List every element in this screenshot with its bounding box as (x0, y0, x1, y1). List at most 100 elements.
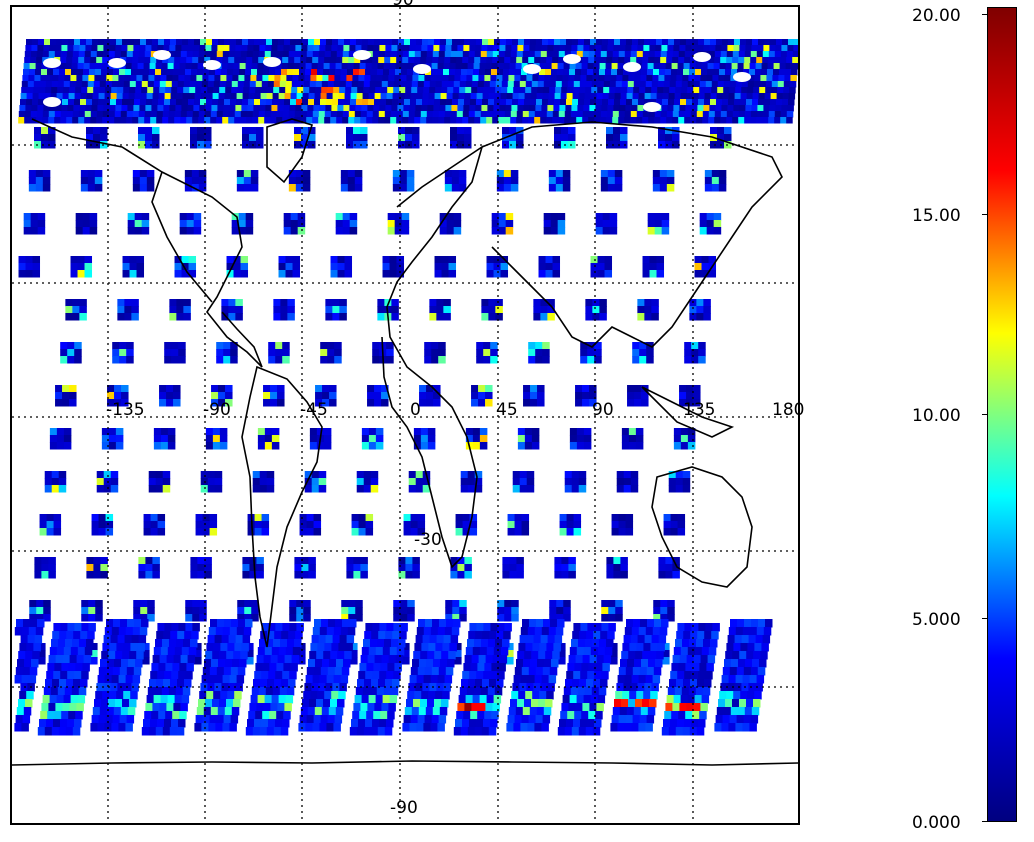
data-pixel (67, 45, 74, 52)
data-pixel (606, 127, 614, 135)
data-pixel (562, 75, 569, 82)
data-pixel (429, 635, 438, 644)
data-pixel (316, 651, 324, 660)
data-pixel (194, 650, 202, 658)
data-pixel (705, 87, 712, 94)
data-pixel (772, 75, 779, 82)
data-pixel (96, 117, 103, 124)
data-pixel (687, 81, 695, 88)
data-pixel (59, 69, 66, 76)
data-pixel (209, 667, 218, 676)
data-pixel (211, 45, 218, 52)
data-pixel (290, 213, 299, 221)
data-pixel (326, 723, 334, 732)
data-pixel (232, 659, 240, 668)
colorbar-label-0: 0.000 (912, 813, 961, 833)
data-pixel (706, 213, 715, 221)
data-pixel (152, 571, 160, 579)
data-pixel (109, 643, 117, 652)
data-pixel (672, 703, 680, 712)
data-pixel (263, 392, 271, 400)
data-pixel (33, 87, 40, 94)
data-pixel (184, 170, 193, 178)
data-pixel (779, 69, 786, 76)
data-pixel (524, 428, 533, 436)
data-pixel (27, 635, 36, 644)
data-pixel (517, 45, 524, 52)
data-pixel (648, 117, 655, 124)
data-pixel (374, 39, 381, 46)
data-pixel (718, 75, 725, 82)
coastline (12, 760, 798, 766)
data-pixel (545, 263, 554, 271)
data-pixel (301, 105, 308, 112)
data-pixel (153, 428, 162, 436)
data-pixel (583, 45, 590, 52)
data-pixel (60, 623, 68, 632)
data-pixel (725, 69, 732, 76)
data-pixel (340, 177, 349, 185)
data-pixel (216, 356, 224, 364)
data-pixel (425, 707, 434, 716)
data-pixel (39, 87, 46, 94)
data-pixel (678, 663, 686, 672)
data-pixel (576, 117, 583, 124)
data-pixel (46, 521, 55, 529)
data-pixel (230, 39, 237, 46)
data-pixel (30, 111, 38, 118)
data-pixel (193, 105, 200, 112)
data-pixel (670, 75, 677, 82)
data-pixel (509, 63, 517, 70)
data-pixel (176, 39, 183, 46)
data-pixel (80, 99, 87, 106)
data-pixel (399, 81, 407, 88)
data-pixel (386, 671, 394, 680)
data-pixel (172, 663, 180, 672)
data-pixel (526, 635, 535, 644)
data-pixel (665, 141, 673, 149)
data-pixel (38, 650, 46, 658)
data-pixel (100, 557, 108, 565)
data-pixel (378, 111, 386, 118)
data-pixel (66, 631, 74, 640)
data-pixel (557, 619, 565, 628)
data-pixel (394, 75, 401, 82)
data-pixel (40, 75, 47, 82)
data-pixel (557, 69, 564, 76)
data-pixel (401, 69, 408, 76)
data-pixel (313, 715, 322, 724)
data-pixel (654, 220, 663, 228)
data-pixel (726, 57, 733, 64)
data-pixel (646, 667, 655, 676)
data-pixel (432, 57, 439, 64)
data-pixel (137, 69, 144, 76)
data-pixel (686, 655, 695, 664)
data-pixel (145, 134, 153, 142)
data-pixel (389, 270, 398, 278)
data-pixel (695, 63, 703, 70)
data-pixel (149, 63, 157, 70)
data-pixel (151, 663, 159, 672)
data-pixel (665, 69, 672, 76)
data-pixel (262, 711, 270, 720)
data-pixel (663, 81, 671, 88)
data-pixel (378, 57, 385, 64)
data-pixel (414, 691, 422, 700)
data-pixel (636, 51, 644, 58)
data-pixel (81, 623, 89, 632)
data-pixel (683, 679, 691, 688)
data-pixel (519, 635, 528, 644)
data-pixel (100, 75, 107, 82)
data-pixel (308, 564, 316, 572)
data-pixel (317, 63, 325, 70)
data-pixel (746, 93, 754, 100)
data-pixel (217, 619, 225, 628)
data-pixel (649, 651, 657, 660)
data-pixel (557, 63, 565, 70)
data-pixel (274, 631, 282, 640)
data-pixel (285, 87, 292, 94)
data-pixel (693, 81, 701, 88)
data-pixel (617, 63, 625, 70)
data-pixel (511, 105, 518, 112)
data-pixel (628, 75, 635, 82)
